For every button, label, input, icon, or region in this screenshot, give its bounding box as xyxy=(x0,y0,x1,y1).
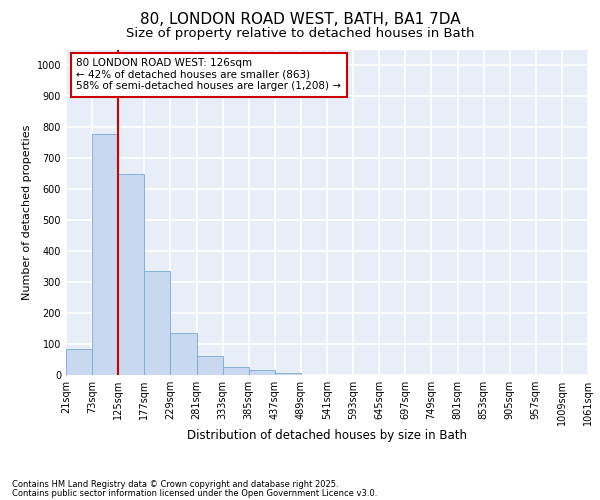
Bar xyxy=(144,272,170,375)
Bar xyxy=(197,356,223,375)
Y-axis label: Number of detached properties: Number of detached properties xyxy=(22,125,32,300)
Text: Contains HM Land Registry data © Crown copyright and database right 2025.: Contains HM Land Registry data © Crown c… xyxy=(12,480,338,489)
Bar xyxy=(92,134,118,375)
Text: 80 LONDON ROAD WEST: 126sqm
← 42% of detached houses are smaller (863)
58% of se: 80 LONDON ROAD WEST: 126sqm ← 42% of det… xyxy=(76,58,341,92)
Bar xyxy=(275,374,301,375)
Text: Contains public sector information licensed under the Open Government Licence v3: Contains public sector information licen… xyxy=(12,488,377,498)
Text: Size of property relative to detached houses in Bath: Size of property relative to detached ho… xyxy=(126,28,474,40)
Bar xyxy=(118,174,144,375)
Bar xyxy=(249,370,275,375)
Bar xyxy=(223,368,249,375)
Text: 80, LONDON ROAD WEST, BATH, BA1 7DA: 80, LONDON ROAD WEST, BATH, BA1 7DA xyxy=(140,12,460,28)
Bar xyxy=(66,348,92,375)
Bar xyxy=(170,333,197,375)
X-axis label: Distribution of detached houses by size in Bath: Distribution of detached houses by size … xyxy=(187,430,467,442)
